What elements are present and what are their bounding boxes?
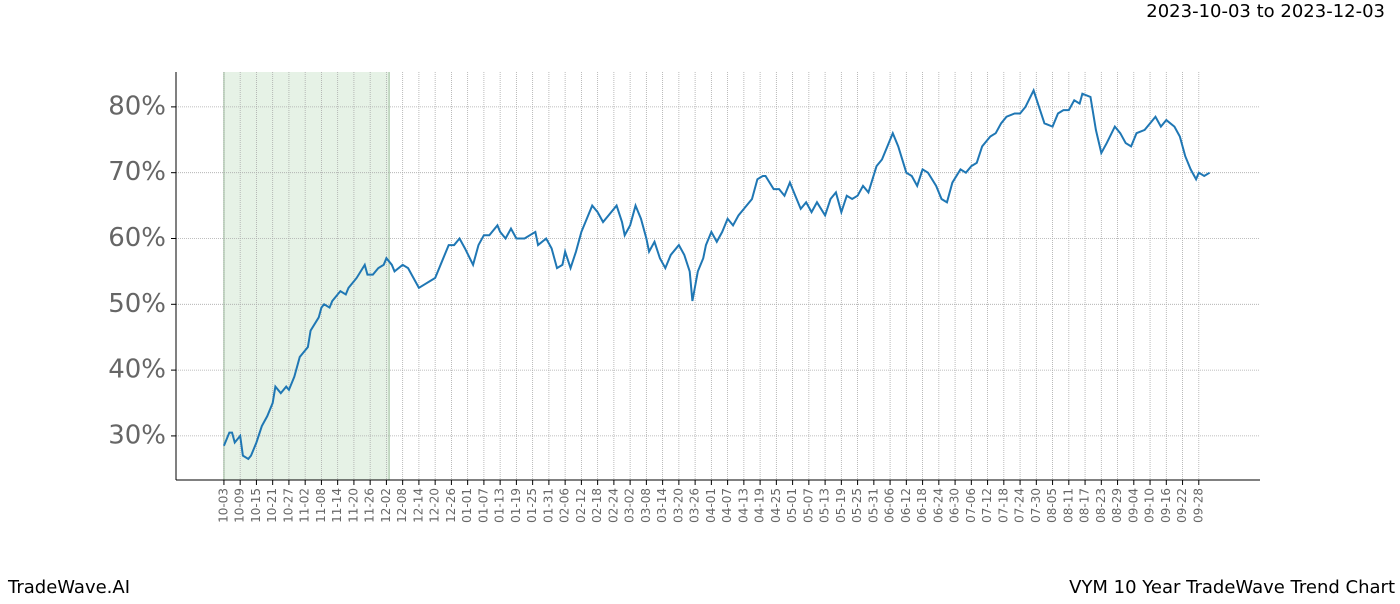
x-tick-label: 08-11 [1061,488,1075,523]
x-tick-label: 05-01 [785,488,799,523]
x-tick-label: 01-25 [525,488,539,523]
date-range: 2023-10-03 to 2023-12-03 [1146,1,1385,22]
x-tick-label: 06-12 [899,488,913,523]
x-tick-label: 01-19 [509,488,523,523]
y-tick-label: 50% [108,289,166,319]
x-tick-label: 03-26 [688,488,702,523]
x-tick-label: 07-24 [1013,488,1027,523]
x-tick-label: 11-20 [346,488,360,523]
x-tick-label: 03-02 [623,488,637,523]
x-tick-label: 06-24 [931,488,945,523]
x-tick-label: 02-06 [558,488,572,523]
x-tick-label: 12-02 [379,488,393,523]
x-tick-label: 01-07 [476,488,490,523]
x-tick-label: 12-08 [395,488,409,523]
y-tick-label: 30% [108,420,166,450]
x-tick-label: 03-20 [671,488,685,523]
brand: TradeWave.AI [7,577,130,598]
chart-caption: VYM 10 Year TradeWave Trend Chart [1069,577,1395,598]
x-tick-label: 05-19 [834,488,848,523]
x-tick-label: 05-31 [866,488,880,523]
x-tick-label: 11-14 [330,488,344,523]
x-tick-label: 01-13 [493,488,507,523]
x-tick-label: 02-18 [590,488,604,523]
highlight-span [223,72,390,480]
x-tick-label: 04-19 [753,488,767,523]
x-tick-label: 05-25 [850,488,864,523]
trend-line [223,87,1211,461]
y-tick-label: 80% [108,91,166,121]
x-tick-label: 04-07 [720,488,734,523]
x-tick-label: 07-12 [980,488,994,523]
x-tick-label: 09-28 [1191,488,1205,523]
x-tick-label: 12-26 [444,488,458,523]
x-tick-label: 05-13 [818,488,832,523]
x-tick-label: 04-25 [769,488,783,523]
x-tick-label: 03-08 [639,488,653,523]
x-tick-label: 09-16 [1159,488,1173,523]
x-tick-label: 03-14 [655,488,669,523]
x-tick-label: 08-23 [1094,488,1108,523]
y-tick-label: 60% [108,223,166,253]
x-tick-label: 12-14 [411,488,425,523]
x-tick-label: 06-30 [948,488,962,523]
x-tick-label: 10-15 [249,488,263,523]
x-tick-label: 08-17 [1078,488,1092,523]
x-tick-label: 08-29 [1110,488,1124,523]
x-tick-label: 11-26 [363,488,377,523]
x-tick-label: 06-18 [915,488,929,523]
x-tick-label: 02-24 [606,488,620,523]
x-tick-label: 01-01 [460,488,474,523]
x-tick-label: 04-13 [736,488,750,523]
x-tick-label: 07-18 [996,488,1010,523]
x-tick-label: 07-06 [964,488,978,523]
x-tick-label: 11-08 [314,488,328,523]
x-tick-label: 10-27 [281,488,295,523]
y-tick-label: 40% [108,355,166,385]
x-tick-label: 01-31 [541,488,555,523]
x-tick-label: 07-30 [1029,488,1043,523]
x-tick-label: 10-03 [216,488,230,523]
x-tick-label: 11-02 [298,488,312,523]
x-tick-label: 06-06 [883,488,897,523]
x-tick-label: 02-12 [574,488,588,523]
x-tick-label: 08-05 [1045,488,1059,523]
x-tick-label: 10-21 [265,488,279,523]
x-tick-label: 10-09 [233,488,247,523]
x-tick-label: 04-01 [704,488,718,523]
x-tick-label: 09-10 [1143,488,1157,523]
x-tick-label: 05-07 [801,488,815,523]
x-tick-label: 09-04 [1126,488,1140,523]
x-tick-label: 09-22 [1175,488,1189,523]
y-tick-label: 70% [108,157,166,187]
x-tick-label: 12-20 [428,488,442,523]
